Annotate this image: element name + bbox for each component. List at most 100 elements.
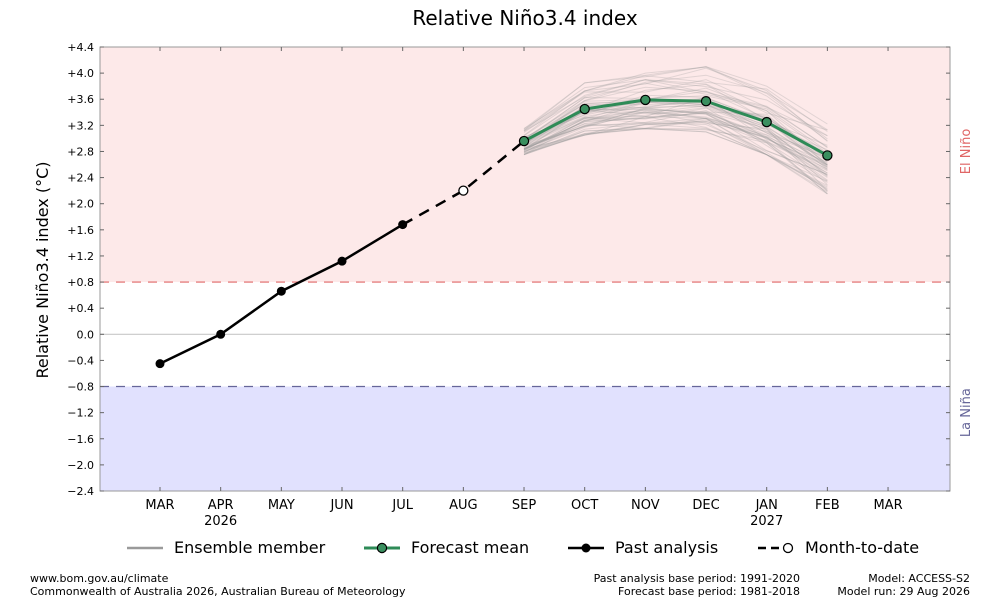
x-tick-label: APR: [208, 498, 234, 513]
ensemble-member-line: [523, 109, 828, 169]
ensemble-member-line: [523, 86, 828, 157]
x-tick-label: MAR: [145, 498, 174, 513]
footer-url: www.bom.gov.au/climate: [30, 572, 169, 585]
legend: Ensemble member Forecast mean Past analysi…: [127, 538, 919, 557]
forecast-mean-point: [822, 150, 833, 161]
y-tick-label: +2.8: [67, 145, 94, 158]
ensemble-member-line: [523, 117, 828, 193]
ensemble-member-line: [523, 74, 828, 140]
x-tick-label: MAR: [873, 498, 902, 513]
ensemble-member-line: [523, 117, 828, 195]
ensemble-member-line: [523, 103, 828, 177]
y-tick-label: −0.4: [67, 354, 94, 367]
ensemble-member-line: [523, 66, 828, 142]
past-analysis-point: [337, 256, 347, 266]
ensemble-member-line: [523, 117, 828, 175]
x-tick-label: OCT: [571, 498, 598, 513]
ensemble-members: [523, 66, 828, 195]
ensemble-member-line: [523, 119, 828, 174]
x-year-label: 2027: [750, 514, 783, 529]
y-tick-label: −2.4: [67, 485, 94, 498]
x-year-label: 2026: [204, 514, 237, 529]
y-axis-label: Relative Niño3.4 index (°C): [33, 162, 52, 379]
ensemble-member-line: [523, 79, 828, 149]
forecast-mean-point: [761, 116, 772, 128]
footer-past-base: Past analysis base period: 1991-2020: [593, 572, 800, 585]
footer-model-name: Model: ACCESS-S2: [868, 572, 970, 585]
ensemble-member-line: [523, 111, 828, 163]
ensemble-member-line: [523, 101, 828, 155]
ensemble-member-line: [523, 112, 828, 175]
x-tick-label: DEC: [692, 498, 719, 513]
ensemble-member-line: [523, 82, 828, 148]
ensemble-member-line: [523, 122, 828, 188]
ensemble-member-line: [523, 100, 828, 171]
past-analysis-point: [155, 359, 165, 369]
legend-month-to-date: Month-to-date: [758, 538, 919, 557]
ensemble-member-line: [523, 66, 828, 140]
ensemble-member-line: [523, 111, 828, 192]
ensemble-member-line: [523, 106, 828, 183]
y-tick-label: +2.0: [67, 198, 94, 211]
footer-model-run: Model run: 29 Aug 2026: [837, 585, 970, 598]
ensemble-member-line: [523, 66, 828, 130]
month-to-date-point: [458, 185, 469, 196]
past-analysis-point: [216, 329, 226, 339]
y-tick-label: +1.2: [67, 250, 94, 263]
y-tick-label: −2.0: [67, 459, 94, 472]
footer-source: www.bom.gov.au/climate Commonwealth of A…: [30, 572, 405, 598]
forecast-mean-point: [700, 95, 712, 107]
ensemble-member-line: [523, 87, 828, 154]
x-tick-label: JUN: [329, 498, 353, 513]
y-tick-label: +3.2: [67, 119, 94, 132]
plot-frame: [99, 46, 951, 492]
y-tick-label: +2.4: [67, 172, 94, 185]
ensemble-member-line: [523, 79, 828, 137]
ensemble-member-line: [523, 128, 828, 195]
ensemble-member-line: [523, 128, 828, 192]
ensemble-member-line: [523, 79, 828, 132]
forecast-mean-point: [518, 135, 530, 147]
forecast-mean-point: [640, 94, 651, 106]
ensemble-member-line: [523, 95, 828, 152]
legend-past-analysis-label: Past analysis: [615, 538, 718, 557]
ensemble-member-line: [523, 101, 828, 166]
ensemble-member-line: [523, 120, 828, 176]
y-tick-label: −1.2: [67, 407, 94, 420]
forecast-mean-point: [579, 103, 590, 115]
ensemble-member-line: [523, 90, 828, 166]
legend-forecast-mean-marker: [376, 542, 388, 554]
y-tick-label: +1.6: [67, 224, 94, 237]
plot-area: +4.4 +4.0 +3.6 +3.2 +2.8 +2.4 +2.0 +1.6 +1.2 +0.8…: [67, 41, 974, 529]
ensemble-member-line: [523, 120, 828, 178]
ensemble-member-line: [523, 123, 828, 182]
x-tick-label: AUG: [449, 498, 477, 513]
el-nino-region: [100, 47, 950, 283]
legend-ensemble-member: Ensemble member: [127, 538, 326, 557]
y-tick-label: +0.4: [67, 302, 94, 315]
legend-past-analysis-marker: [581, 543, 591, 553]
ensemble-member-line: [523, 99, 828, 163]
past-analysis-point: [276, 286, 286, 296]
y-tick-label: −0.8: [67, 381, 94, 394]
y-tick-label: 0.0: [77, 328, 95, 341]
footer-model: Model: ACCESS-S2 Model run: 29 Aug 2026: [800, 572, 970, 598]
y-tick-label: −1.6: [67, 433, 94, 446]
ensemble-member-line: [523, 128, 828, 189]
x-tick-label: JAN: [755, 498, 778, 513]
legend-forecast-mean-label: Forecast mean: [411, 538, 529, 557]
ensemble-member-line: [523, 96, 828, 160]
footer-forecast-base: Forecast base period: 1981-2018: [618, 585, 800, 598]
ensemble-member-line: [523, 112, 828, 158]
ensemble-member-line: [523, 111, 828, 168]
el-nino-label: El Niño: [959, 129, 974, 175]
legend-ensemble-member-label: Ensemble member: [174, 538, 326, 557]
x-tick-label: MAY: [268, 498, 295, 513]
y-tick-label: +4.4: [67, 41, 94, 54]
y-tick-label: +4.0: [67, 67, 94, 80]
y-tick-label: +3.6: [67, 93, 94, 106]
x-tick-label: FEB: [815, 498, 840, 513]
legend-month-to-date-label: Month-to-date: [805, 538, 919, 557]
ensemble-member-line: [523, 108, 828, 172]
